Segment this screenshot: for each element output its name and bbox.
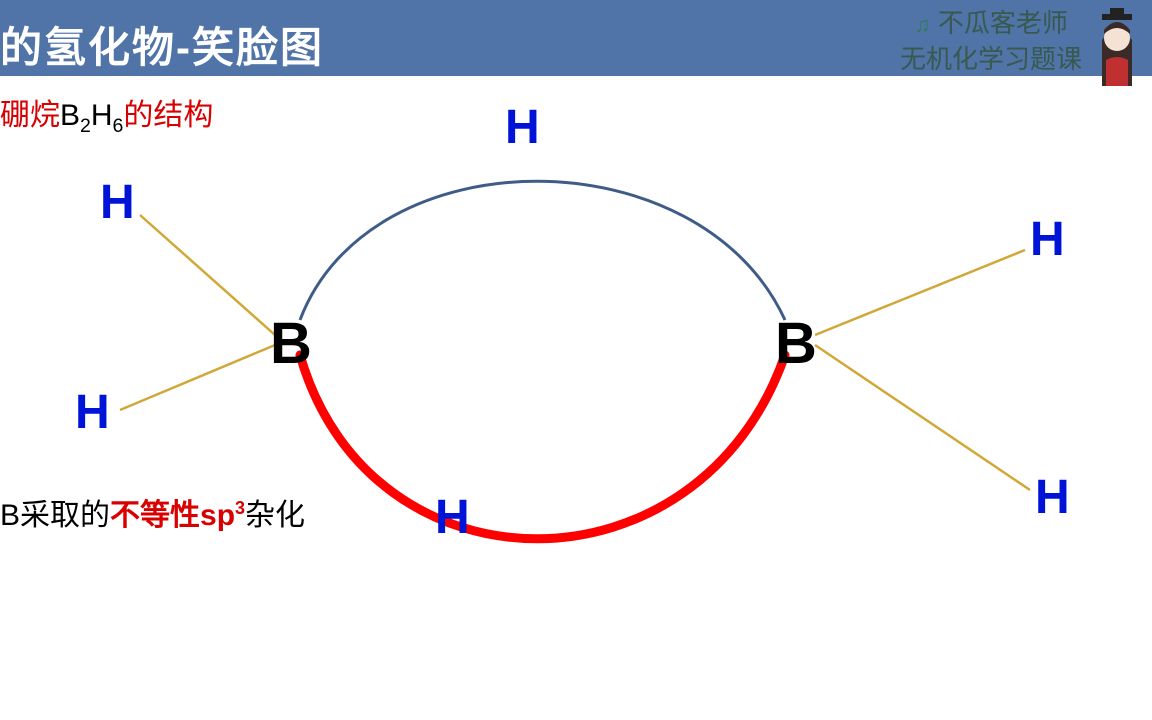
watermark-line1: 不瓜客老师 xyxy=(938,8,1068,38)
subtitle-prefix: 硼烷 xyxy=(0,99,60,132)
note-pre: B采取的 xyxy=(0,499,110,532)
bridge-bond-top xyxy=(300,181,785,320)
note-red: 不等性sp3 xyxy=(110,499,245,532)
subtitle-formula: B2H6 xyxy=(60,99,123,132)
bridge-bond-bottom xyxy=(300,355,785,539)
atom-B_left: B xyxy=(270,310,312,377)
atom-H_br: H xyxy=(1035,470,1070,525)
atom-H_bl: H xyxy=(75,385,110,440)
watermark-line2: 无机化学习题课 xyxy=(900,44,1082,74)
atom-H_tl: H xyxy=(100,175,135,230)
subtitle: 硼烷B2H6的结构 xyxy=(0,90,213,138)
note-post: 杂化 xyxy=(245,499,305,532)
atom-H_bot: H xyxy=(435,490,470,545)
terminal-bonds xyxy=(120,215,1030,490)
subtitle-suffix: 的结构 xyxy=(123,99,213,132)
watermark: ♫ 不瓜客老师 无机化学习题课 xyxy=(900,6,1082,76)
atom-H_tr: H xyxy=(1030,212,1065,267)
page-title: 的氢化物-笑脸图 xyxy=(0,14,324,75)
hybridization-note: B采取的不等性sp3杂化 xyxy=(0,490,305,534)
headphone-icon: ♫ xyxy=(914,12,931,37)
avatar-icon xyxy=(1082,0,1152,86)
atom-H_top: H xyxy=(505,100,540,155)
atom-B_right: B xyxy=(775,310,817,377)
